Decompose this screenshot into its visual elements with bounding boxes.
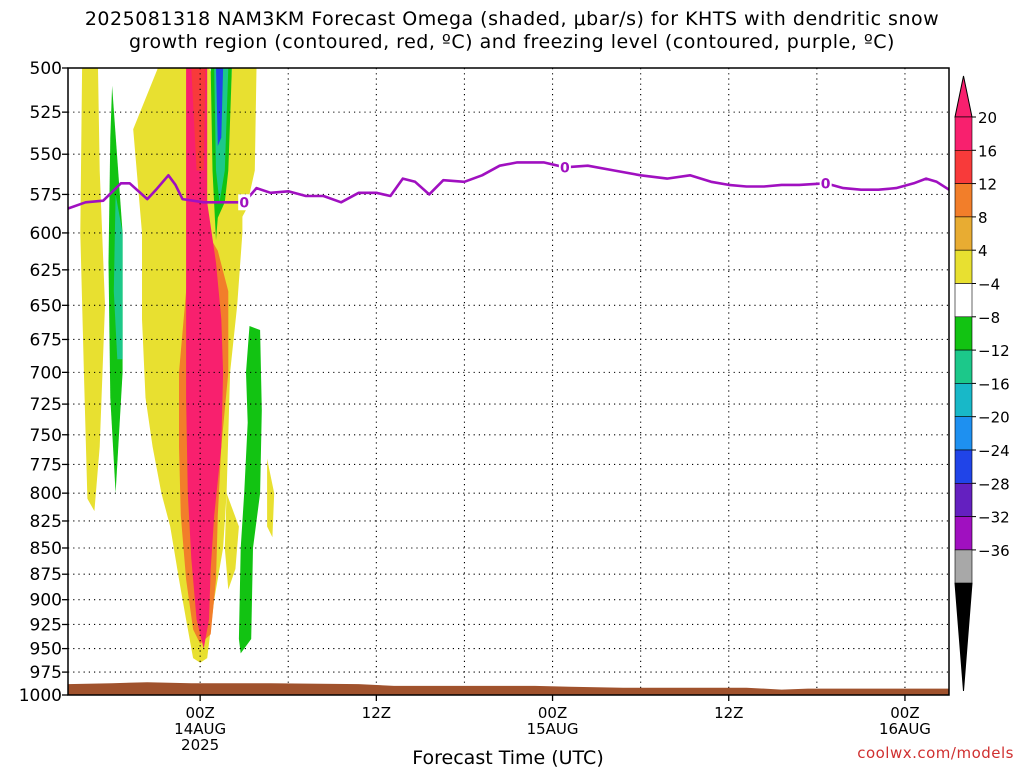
y-tick-label: 925 (30, 615, 62, 635)
colorbar-segment (954, 116, 973, 151)
colorbar-segment (954, 349, 973, 384)
y-tick-label: 525 (30, 103, 62, 123)
x-axis-label: Forecast Time (UTC) (412, 747, 603, 768)
colorbar-label: −28 (978, 475, 1010, 493)
y-tick-label: 950 (30, 640, 62, 660)
y-tick-label: 850 (30, 539, 62, 559)
y-tick-label: 1000 (19, 686, 62, 706)
x-tick-label: 00Z (890, 704, 919, 722)
omega-region-yellow-lower-left (224, 493, 239, 590)
colorbar-label: 4 (978, 242, 988, 260)
freezing-level-label: 0 (821, 176, 831, 192)
freezing-level-label-bg (238, 194, 251, 211)
x-tick-label: 15AUG (527, 720, 579, 738)
colorbar-segment (954, 216, 973, 251)
terrain-layer (68, 682, 949, 695)
chart-title-line2: growth region (contoured, red, ºC) and f… (129, 31, 895, 53)
colorbar-segment (954, 316, 973, 351)
terrain-fill (68, 682, 949, 695)
freezing-level-label-bg (819, 175, 832, 192)
colorbar-label: −16 (978, 375, 1010, 393)
colorbar-segment (954, 150, 973, 184)
y-tick-label: 550 (30, 145, 62, 165)
y-tick-label: 825 (30, 512, 62, 532)
chart-title-line1: 2025081318 NAM3KM Forecast Omega (shaded… (84, 8, 940, 30)
freezing-level-layer: 0 0 0 (68, 159, 949, 211)
x-tick-label: 14AUG (174, 720, 226, 738)
y-tick-label: 675 (30, 330, 62, 350)
grid-layer (68, 68, 949, 695)
colorbar-segment (954, 516, 973, 551)
omega-region-red-core (191, 68, 206, 171)
y-tick-label: 800 (30, 484, 62, 504)
y-tick-label: 725 (30, 395, 62, 415)
y-tick-label: 700 (30, 363, 62, 383)
x-tick-label: 00Z (538, 704, 567, 722)
omega-region-green-right (238, 326, 262, 654)
freezing-level-label-bg (558, 159, 571, 176)
plot-frame (67, 67, 950, 696)
colorbar-label: −32 (978, 509, 1010, 527)
y-tick-label: 625 (30, 261, 62, 281)
freezing-level-label: 0 (239, 195, 249, 211)
colorbar: 20 16 12 8 4 −4 −8 −12 −16 −20 −24 −28 −32 −36 (954, 75, 1010, 692)
y-tick-label: 875 (30, 565, 62, 585)
omega-region-blue-upper (216, 68, 224, 146)
y-tick-label: 600 (30, 224, 62, 244)
colorbar-segment (954, 549, 973, 584)
colorbar-segment (954, 449, 973, 484)
omega-region-teal-w1 (113, 194, 123, 360)
x-tick-label: 12Z (362, 704, 391, 722)
colorbar-top-arrow (954, 75, 973, 118)
credit-text: coolwx.com/models (857, 744, 1014, 762)
colorbar-label: −36 (978, 542, 1010, 560)
colorbar-label: 20 (978, 109, 997, 127)
y-tick-label: 775 (30, 455, 62, 475)
colorbar-segment (954, 249, 973, 284)
colorbar-segment (954, 183, 973, 218)
y-tick-label: 975 (30, 663, 62, 683)
colorbar-label: −20 (978, 409, 1010, 427)
y-axis: 500 525 550 575 600 625 650 675 700 725 750 775 800 8… (19, 59, 68, 706)
omega-shading-layer (80, 68, 275, 663)
y-tick-label: 900 (30, 591, 62, 611)
colorbar-label: 16 (978, 142, 997, 160)
omega-region-magenta-main (186, 68, 224, 649)
colorbar-segment (954, 383, 973, 417)
omega-region-yellow-right-low (267, 458, 275, 538)
y-tick-label: 750 (30, 426, 62, 446)
colorbar-label: −4 (978, 276, 1000, 294)
colorbar-segment (954, 482, 973, 517)
colorbar-bottom-arrow (954, 582, 973, 692)
y-tick-label: 650 (30, 296, 62, 316)
y-tick-label: 500 (30, 59, 62, 79)
colorbar-segment (954, 283, 973, 318)
omega-region-yellow-right (223, 68, 257, 263)
colorbar-label: 8 (978, 209, 988, 227)
x-tick-label: 16AUG (879, 720, 931, 738)
colorbar-label: −24 (978, 442, 1010, 460)
colorbar-label: −12 (978, 342, 1010, 360)
x-tick-label: 12Z (714, 704, 743, 722)
colorbar-label: −8 (978, 309, 1000, 327)
x-tick-label: 00Z (185, 704, 214, 722)
omega-region-yellow-w1 (80, 68, 105, 512)
colorbar-label: 12 (978, 176, 997, 194)
freezing-level-line (68, 161, 949, 210)
colorbar-segment (954, 416, 973, 451)
x-tick-label: 2025 (181, 736, 219, 754)
freezing-level-label: 0 (560, 160, 570, 176)
y-tick-label: 575 (30, 185, 62, 205)
